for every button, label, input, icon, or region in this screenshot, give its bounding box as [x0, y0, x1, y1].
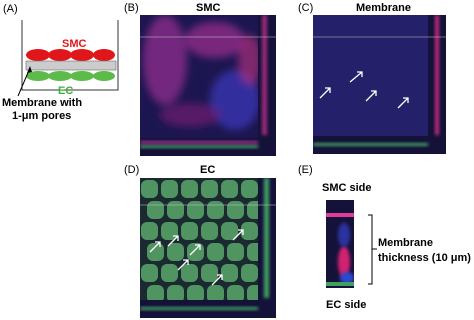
micrograph: [140, 178, 276, 318]
cell: [201, 264, 218, 282]
cell: [141, 264, 158, 282]
cell: [201, 180, 218, 198]
bottom-side-label: EC side: [326, 299, 366, 311]
bracket-note: Membrane: [378, 237, 433, 249]
cell: [221, 264, 238, 282]
cell: [167, 285, 184, 303]
panel-a: (A) SMC EC Membrane with 1-μm pores: [2, 3, 119, 122]
cell: [181, 264, 198, 282]
membrane-note: 1-μm pores: [12, 110, 71, 122]
bracket: [368, 214, 373, 285]
panel-e: (E) SMC side Membrane thickness (10 μm) …: [298, 164, 471, 311]
membrane: [25, 60, 117, 71]
cell: [161, 222, 178, 240]
panel-label: (C): [298, 2, 313, 14]
cell: [187, 243, 204, 261]
smc-cells: [26, 49, 115, 61]
pore-arrows: [319, 71, 409, 109]
cell: [181, 222, 198, 240]
smc-label: SMC: [62, 38, 87, 50]
cell: [187, 285, 204, 303]
cell: [221, 180, 238, 198]
cell: [227, 201, 244, 219]
cell: [167, 243, 184, 261]
panel-label: (E): [298, 164, 313, 176]
cell: [187, 201, 204, 219]
cell: [141, 222, 158, 240]
cell: [241, 222, 258, 240]
cross-section: [326, 200, 354, 288]
cell: [221, 222, 238, 240]
membrane-note: Membrane with: [2, 97, 82, 109]
cell: [227, 243, 244, 261]
cell: [241, 180, 258, 198]
well-outline: [21, 20, 119, 91]
panel-title: Membrane: [356, 2, 411, 14]
micrograph: [140, 15, 276, 156]
bracket-note: thickness (10 μm): [378, 252, 471, 264]
cell: [201, 222, 218, 240]
ec-label: EC: [58, 85, 73, 97]
panel-label: (B): [124, 2, 139, 14]
cell: [181, 180, 198, 198]
pore-arrows: [149, 229, 244, 286]
cell: [141, 180, 158, 198]
ec-cells: [26, 71, 115, 81]
cell: [241, 264, 258, 282]
arrow-head: [27, 66, 32, 73]
ec-cells: [141, 180, 264, 303]
cell: [207, 243, 224, 261]
panel-label: (D): [124, 164, 139, 176]
panel-c: (C) Membrane: [298, 2, 446, 154]
micrograph: [313, 15, 446, 154]
panel-label: (A): [3, 3, 18, 15]
top-side-label: SMC side: [322, 182, 372, 194]
cell: [161, 264, 178, 282]
cell: [167, 201, 184, 219]
cell: [147, 243, 164, 261]
panel-title: EC: [200, 164, 215, 176]
panel-title: SMC: [196, 2, 221, 14]
panel-d: (D) EC: [124, 164, 276, 318]
cell: [147, 285, 164, 303]
cell: [207, 201, 224, 219]
cell: [161, 180, 178, 198]
cell: [207, 285, 224, 303]
cell: [147, 201, 164, 219]
cell: [227, 285, 244, 303]
panel-b: (B) SMC: [124, 2, 276, 156]
